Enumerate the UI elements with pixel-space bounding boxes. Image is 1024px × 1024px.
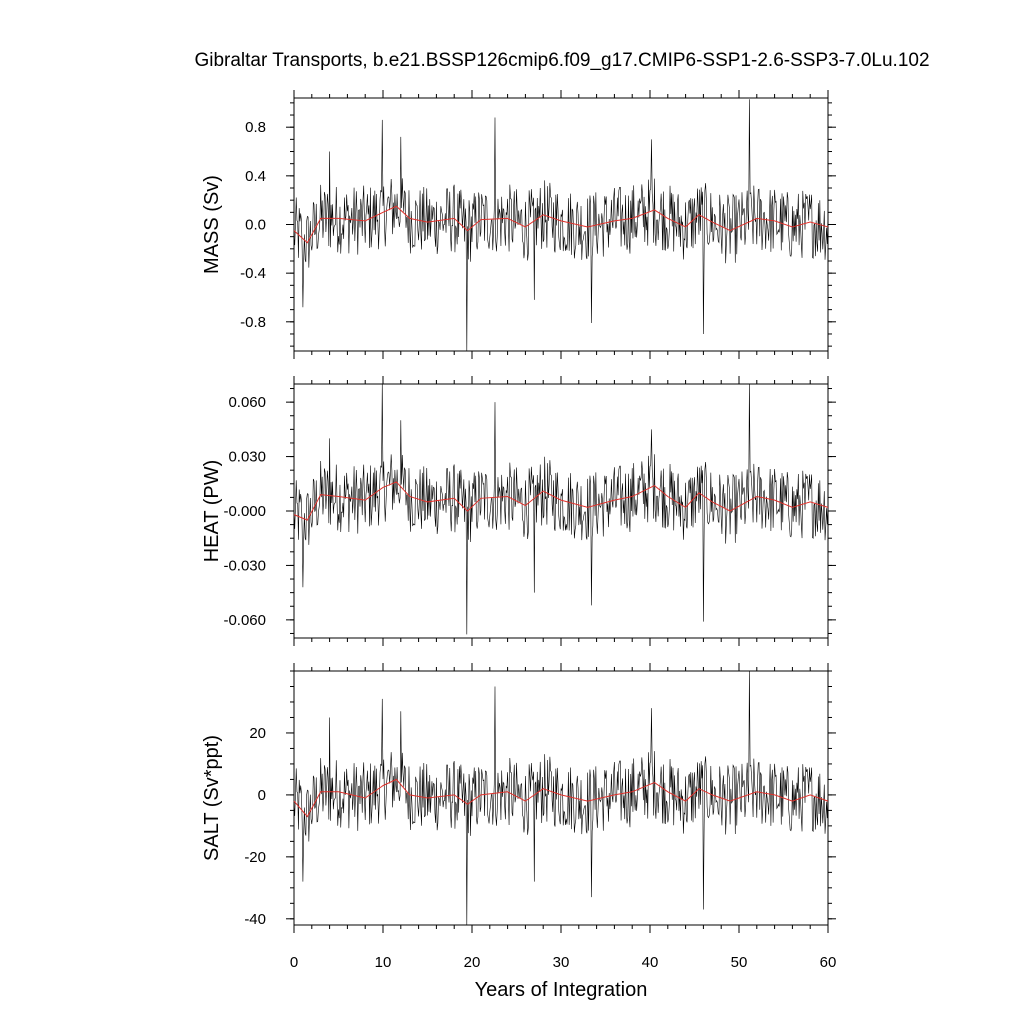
heat-y-tick-label: -0.030 — [223, 557, 266, 574]
heat-smoothed-series — [293, 481, 829, 521]
x-axis-label: Years of Integration — [475, 979, 648, 1001]
heat-y-tick-label: 0.030 — [228, 449, 266, 466]
mass-y-tick-label: -0.4 — [240, 265, 266, 282]
x-tick-label: 10 — [375, 954, 392, 971]
heat-panel-frame — [293, 383, 829, 639]
chart-title: Gibraltar Transports, b.e21.BSSP126cmip6… — [194, 50, 929, 71]
heat-raw-series — [293, 383, 829, 635]
mass-y-axis-label: MASS (Sv) — [201, 175, 223, 274]
mass-y-tick-label: 0.8 — [245, 119, 266, 136]
x-tick-label: 20 — [464, 954, 481, 971]
x-tick-label: 0 — [290, 954, 298, 971]
mass-y-tick-label: 0.0 — [245, 217, 266, 234]
salt-y-tick-label: -20 — [244, 849, 266, 866]
salt-y-tick-label: -40 — [244, 911, 266, 928]
salt-y-tick-label: 20 — [249, 725, 266, 742]
panels-group: 0.8 0.4 0.0 -0.4 -0.8 MASS (Sv) 0.060 0.030 -0.0… — [201, 90, 836, 971]
heat-y-tick-label: -0.000 — [223, 503, 266, 520]
mass-y-tick-label: 0.4 — [245, 168, 266, 185]
x-tick-label: 50 — [731, 954, 748, 971]
mass-smoothed-series — [293, 205, 829, 244]
x-tick-label: 60 — [820, 954, 837, 971]
x-tick-label: 30 — [553, 954, 570, 971]
salt-raw-series — [293, 670, 829, 926]
mass-y-tick-label: -0.8 — [240, 314, 266, 331]
heat-y-tick-label: 0.060 — [228, 394, 266, 411]
salt-y-tick-label: 0 — [258, 787, 266, 804]
x-tick-label: 40 — [642, 954, 659, 971]
salt-y-axis-label: SALT (Sv*ppt) — [201, 735, 223, 861]
mass-raw-series — [293, 99, 829, 352]
heat-y-axis-label: HEAT (PW) — [201, 460, 223, 563]
salt-smoothed-series — [293, 778, 829, 818]
heat-y-tick-label: -0.060 — [223, 612, 266, 629]
